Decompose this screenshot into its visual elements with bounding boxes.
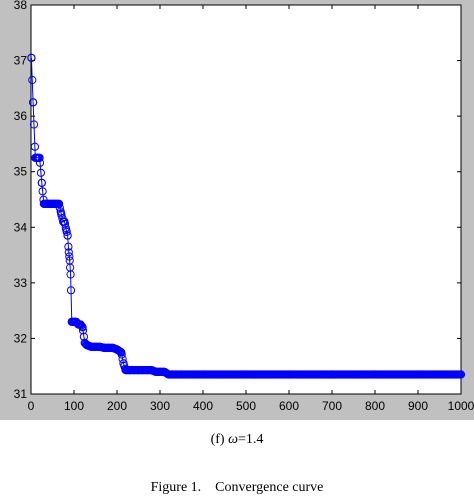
data-point	[63, 231, 72, 240]
data-point	[65, 252, 74, 261]
data-point	[54, 199, 64, 208]
data-point	[50, 199, 59, 208]
data-point	[29, 120, 39, 129]
data-point	[160, 367, 169, 376]
data-point	[121, 366, 130, 375]
data-point	[413, 370, 423, 379]
data-point	[35, 153, 44, 162]
figure-caption: Figure 1. Convergence curve	[150, 480, 324, 495]
subfigure-caption: (f) ω=1.4	[0, 432, 474, 448]
data-point	[31, 153, 40, 162]
data-point	[74, 320, 83, 329]
x-tick-label: 1000	[448, 399, 474, 413]
data-point	[64, 242, 73, 251]
x-tick-label: 100	[64, 399, 84, 413]
x-tick-label: 200	[107, 399, 127, 413]
data-point	[28, 98, 38, 107]
y-tick-label: 33	[14, 276, 28, 290]
series-markers	[27, 53, 466, 379]
data-point	[66, 286, 76, 295]
data-point	[52, 199, 61, 208]
subcaption-value: =1.4	[237, 432, 264, 447]
data-point	[155, 367, 165, 376]
data-point	[46, 199, 55, 208]
data-point	[370, 370, 380, 379]
data-point	[117, 348, 126, 357]
data-point	[327, 370, 337, 379]
data-point	[138, 366, 147, 375]
data-point	[95, 342, 104, 351]
data-point	[66, 270, 75, 279]
data-point	[100, 343, 109, 352]
data-point	[177, 370, 186, 379]
data-point	[104, 343, 113, 352]
data-point	[241, 370, 251, 379]
data-point	[147, 366, 156, 375]
plot-area	[30, 4, 462, 395]
data-point	[36, 168, 46, 177]
data-point	[30, 142, 40, 151]
data-point	[48, 199, 57, 208]
data-point	[62, 226, 71, 235]
axis-tick-labels: 0 100 200 300 400 500 600 700 800 900 1000 31 32 33 34…	[14, 0, 474, 413]
x-tick-label: 800	[365, 399, 385, 413]
x-tick-label: 400	[193, 399, 213, 413]
data-point	[151, 367, 160, 376]
data-point	[76, 320, 85, 329]
y-tick-label: 31	[14, 387, 28, 401]
data-point	[130, 366, 139, 375]
x-tick-label: 700	[322, 399, 342, 413]
convergence-chart: 0 100 200 300 400 500 600 700 800 900 1000 31 32 33 34…	[14, 0, 474, 413]
data-point	[35, 158, 45, 167]
data-point	[108, 343, 117, 352]
y-tick-label: 37	[14, 54, 28, 68]
data-point	[82, 341, 92, 350]
data-point	[72, 317, 81, 326]
data-point	[456, 370, 466, 379]
y-tick-label: 34	[14, 220, 28, 234]
y-tick-label: 35	[14, 165, 28, 179]
data-point	[284, 370, 294, 379]
data-point	[28, 75, 37, 85]
data-point	[60, 217, 69, 226]
y-tick-label: 36	[14, 109, 28, 123]
y-tick-label: 32	[14, 331, 28, 345]
data-point	[41, 199, 51, 208]
data-point	[33, 153, 42, 162]
data-point	[125, 366, 134, 375]
x-tick-label: 600	[279, 399, 299, 413]
data-point	[65, 256, 74, 265]
data-point	[91, 342, 100, 351]
data-point	[37, 178, 46, 187]
data-point	[57, 209, 66, 218]
data-point	[198, 370, 208, 379]
chart-figure: 0 100 200 300 400 500 600 700 800 900 1000 31 32 33 34…	[0, 0, 474, 420]
data-point	[80, 338, 89, 347]
data-point	[87, 342, 96, 351]
subcaption-prefix: (f)	[210, 432, 229, 447]
data-point	[168, 370, 177, 379]
x-tick-label: 0	[28, 399, 35, 413]
x-tick-label: 900	[408, 399, 428, 413]
omega-symbol: ω	[228, 432, 238, 447]
data-point	[39, 199, 49, 208]
x-tick-label: 500	[236, 399, 256, 413]
y-tick-label: 38	[14, 0, 28, 12]
data-point	[134, 366, 143, 375]
axis-ticks	[30, 4, 462, 395]
data-point	[143, 366, 152, 375]
data-point	[164, 370, 173, 379]
data-point	[27, 53, 36, 62]
data-point	[44, 199, 53, 208]
data-point	[112, 345, 122, 354]
data-point	[64, 248, 73, 257]
data-point	[78, 323, 87, 332]
x-tick-label: 300	[150, 399, 170, 413]
data-point	[38, 187, 47, 196]
